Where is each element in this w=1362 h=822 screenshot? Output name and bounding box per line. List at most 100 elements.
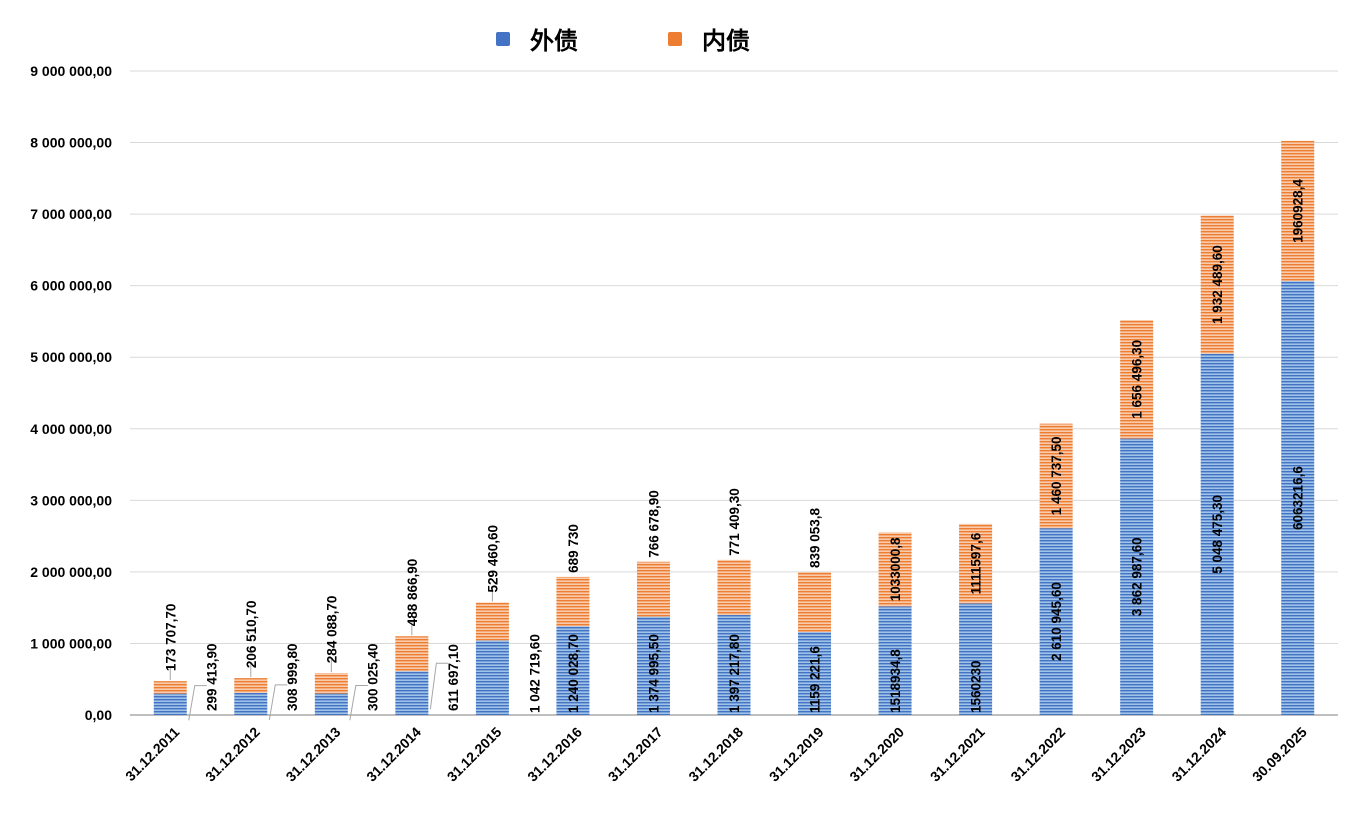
x-tick-label: 31.12.2014 xyxy=(363,724,424,785)
bar-segment-domestic xyxy=(636,561,670,617)
data-label-external: 308 999,80 xyxy=(285,643,300,711)
y-tick-label: 5 000 000,00 xyxy=(30,349,112,365)
x-tick-label: 30.09.2025 xyxy=(1249,724,1310,785)
x-tick-label: 31.12.2023 xyxy=(1088,724,1149,785)
x-tick-label: 31.12.2024 xyxy=(1168,724,1229,785)
data-label-domestic: 1960928,4 xyxy=(1291,179,1306,243)
legend: 外债 内债 xyxy=(496,27,750,55)
y-tick-label: 3 000 000,00 xyxy=(30,492,112,508)
bar-segment-domestic xyxy=(475,602,509,641)
bar-segment-external xyxy=(636,616,670,715)
leader-line xyxy=(188,685,207,721)
bar-segment-domestic xyxy=(395,636,429,672)
bar-segment-domestic xyxy=(959,523,993,604)
data-label-external: 300 025,40 xyxy=(365,643,380,711)
y-tick-label: 7 000 000,00 xyxy=(30,206,112,222)
data-label-external: 1 397 217,80 xyxy=(727,634,742,713)
data-label-external: 5 048 475,30 xyxy=(1210,495,1225,574)
legend-swatch-external xyxy=(496,32,510,46)
bar-segment-domestic xyxy=(717,559,751,616)
bar-segment-external xyxy=(1039,528,1073,715)
bar-segment-domestic xyxy=(878,532,912,607)
bar-segment-domestic xyxy=(314,673,348,694)
x-tick-label: 31.12.2018 xyxy=(685,724,746,785)
data-label-domestic: 1 656 496,30 xyxy=(1130,340,1145,419)
x-tick-label: 31.12.2019 xyxy=(766,724,827,785)
y-tick-label: 1 000 000,00 xyxy=(30,635,112,651)
data-labels: 299 413,90 173 707,70 308 999,80 206 510,70… xyxy=(163,179,1305,713)
bar-segment-domestic xyxy=(1200,215,1234,354)
bar-segment-domestic xyxy=(556,576,590,627)
bar-segment-external xyxy=(717,615,751,715)
y-axis: 0,00 1 000 000,00 2 000 000,00 3 000 000,00… xyxy=(30,63,112,723)
x-tick-label: 31.12.2012 xyxy=(202,724,263,785)
x-tick-label: 31.12.2013 xyxy=(283,724,344,785)
bar-segment-external xyxy=(475,640,509,715)
bar-segment-external xyxy=(959,603,993,715)
data-label-external: 1 374 995,50 xyxy=(646,634,661,713)
data-label-external: 2 610 945,60 xyxy=(1049,582,1064,661)
data-label-external: 6063216,6 xyxy=(1291,466,1306,530)
bar-segment-external xyxy=(798,632,832,715)
bar-segment-domestic xyxy=(1039,423,1073,529)
data-label-external: 1 042 719,60 xyxy=(527,634,542,713)
bar-segment-external xyxy=(1281,281,1315,715)
data-label-domestic: 284 088,70 xyxy=(324,596,339,664)
leader-line xyxy=(268,684,288,721)
data-label-domestic: 1033000,8 xyxy=(888,537,903,601)
x-tick-label: 31.12.2022 xyxy=(1007,724,1068,785)
bar-segment-external xyxy=(234,692,268,715)
legend-swatch-domestic xyxy=(668,32,682,46)
x-tick-label: 31.12.2021 xyxy=(927,724,988,785)
y-tick-label: 0,00 xyxy=(85,707,112,723)
bar-segment-external xyxy=(1120,438,1154,715)
data-label-domestic: 488 866,90 xyxy=(405,559,420,627)
y-tick-label: 4 000 000,00 xyxy=(30,421,112,437)
data-label-domestic: 1 932 489,60 xyxy=(1210,245,1225,324)
bar-segment-external xyxy=(395,671,429,715)
x-tick-label: 31.12.2011 xyxy=(122,724,182,784)
leader-line xyxy=(429,662,449,710)
data-label-external: 1560230 xyxy=(969,660,984,713)
x-axis: 31.12.2011 31.12.2012 31.12.2013 31.12.2014… xyxy=(122,724,1310,785)
data-label-domestic: 206 510,70 xyxy=(244,601,259,669)
legend-label-external: 外债 xyxy=(530,27,578,55)
y-tick-label: 6 000 000,00 xyxy=(30,278,112,294)
data-label-external: 299 413,90 xyxy=(204,643,219,711)
data-label-external: 3 862 987,60 xyxy=(1130,537,1145,616)
data-label-domestic: 529 460,60 xyxy=(485,525,500,593)
data-label-domestic: 173 707,70 xyxy=(163,604,178,672)
y-tick-label: 8 000 000,00 xyxy=(30,135,112,151)
x-tick-label: 31.12.2017 xyxy=(605,724,666,785)
data-label-domestic: 1111597,6 xyxy=(969,532,984,594)
bar-segment-domestic xyxy=(153,681,187,694)
bar-segment-domestic xyxy=(1120,320,1154,439)
leader-line xyxy=(349,685,368,721)
data-label-external: 1 240 028,70 xyxy=(566,634,581,713)
y-tick-label: 2 000 000,00 xyxy=(30,564,112,580)
bar-segment-external xyxy=(314,693,348,715)
data-label-external: 1159 221,6 xyxy=(808,646,823,713)
bar-segment-domestic xyxy=(798,572,832,633)
bars xyxy=(153,140,1315,715)
data-label-domestic: 771 409,30 xyxy=(727,488,742,556)
bar-segment-external xyxy=(878,606,912,715)
bar-segment-external xyxy=(1200,353,1234,715)
data-label-external: 611 697,10 xyxy=(446,644,461,711)
leader-lines xyxy=(169,588,493,721)
data-label-domestic: 839 053,8 xyxy=(808,507,823,568)
data-label-domestic: 766 678,90 xyxy=(646,490,661,558)
bar-segment-external xyxy=(556,626,590,715)
x-tick-label: 31.12.2016 xyxy=(524,724,585,785)
bar-segment-domestic xyxy=(1281,140,1315,282)
bar-segment-domestic xyxy=(234,678,268,693)
legend-label-domestic: 内债 xyxy=(702,27,750,55)
x-tick-label: 31.12.2015 xyxy=(444,724,505,785)
data-label-domestic: 689 730 xyxy=(566,524,581,573)
y-tick-label: 9 000 000,00 xyxy=(30,63,112,79)
x-tick-label: 31.12.2020 xyxy=(846,724,907,785)
data-label-external: 1518934,8 xyxy=(888,649,903,713)
data-label-domestic: 1 460 737,50 xyxy=(1049,436,1064,515)
